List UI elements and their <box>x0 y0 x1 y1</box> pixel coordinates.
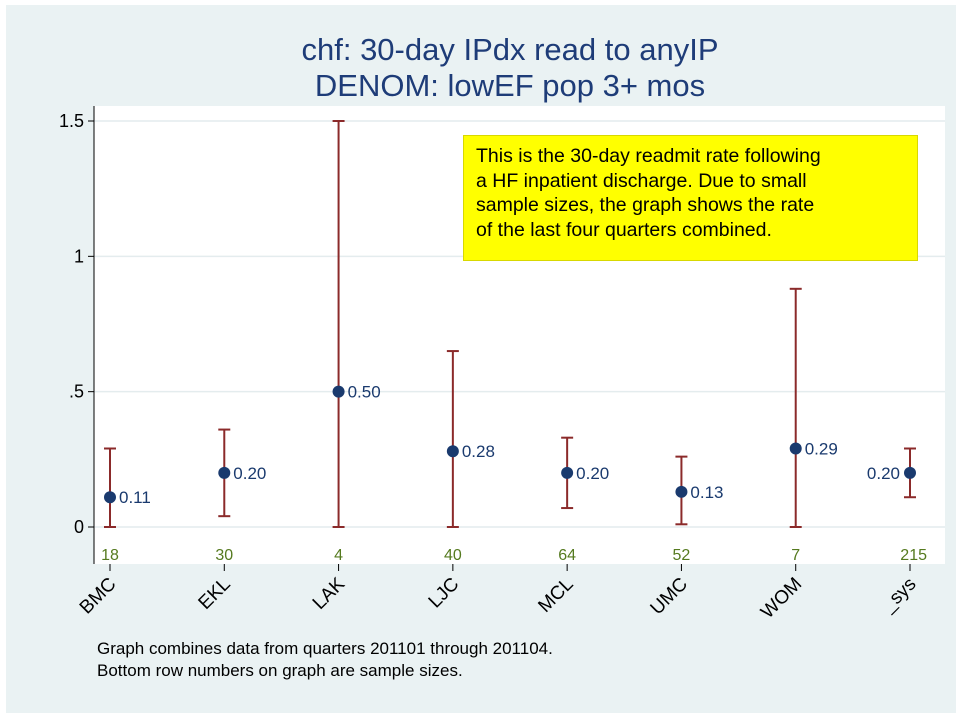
sample-size-label: 52 <box>673 547 691 564</box>
data-point <box>561 466 574 479</box>
data-label: 0.20 <box>233 464 266 483</box>
chart-frame: chf: 30-day IPdx read to anyIP DENOM: lo… <box>6 5 956 713</box>
sample-size-label: 215 <box>900 547 927 564</box>
annotation-line-2: a HF inpatient discharge. Due to small <box>476 169 807 192</box>
data-label: 0.13 <box>690 483 723 502</box>
data-label: 0.20 <box>576 464 609 483</box>
data-point <box>904 466 916 479</box>
x-tick-label: _sys <box>877 574 920 617</box>
sample-size-label: 4 <box>334 547 343 564</box>
x-tick-label: WOM <box>757 574 806 623</box>
annotation-box: This is the 30-day readmit rate followin… <box>463 135 918 261</box>
y-tick-label: 0 <box>74 517 84 537</box>
y-tick-label: 1 <box>74 246 84 266</box>
footnote-line-2: Bottom row numbers on graph are sample s… <box>97 661 463 680</box>
x-tick-label: LJC <box>425 574 464 613</box>
annotation-line-4: of the last four quarters combined. <box>476 218 772 241</box>
footnote-line-1: Graph combines data from quarters 201101… <box>97 639 553 658</box>
data-label: 0.20 <box>867 464 900 483</box>
sample-size-label: 40 <box>444 547 462 564</box>
annotation-line-3: sample sizes, the graph shows the rate <box>476 194 815 216</box>
x-tick-label: LAK <box>309 573 349 613</box>
chart-svg: chf: 30-day IPdx read to anyIP DENOM: lo… <box>59 32 945 680</box>
chart-title-line-1: chf: 30-day IPdx read to anyIP <box>301 32 718 67</box>
sample-size-label: 64 <box>558 547 576 564</box>
data-point <box>789 442 802 455</box>
annotation-line-1: This is the 30-day readmit rate followin… <box>476 145 821 167</box>
sample-size-label: 7 <box>791 547 800 564</box>
data-label: 0.50 <box>348 383 381 402</box>
x-tick-label: BMC <box>76 574 121 619</box>
x-tick-label: MCL <box>534 574 577 617</box>
y-tick-label: 1.5 <box>59 111 84 131</box>
data-point <box>446 445 459 458</box>
data-point <box>104 491 116 504</box>
data-point <box>332 385 345 398</box>
data-point <box>675 485 688 498</box>
y-tick-label: .5 <box>69 382 84 402</box>
sample-size-label: 18 <box>101 547 119 564</box>
sample-size-label: 30 <box>215 547 233 564</box>
marks-layer: 0.11 18 0.20 30 0.50 4 0.28 40 0.20 64 0.13 52 0.29 7… <box>101 120 927 564</box>
data-label: 0.11 <box>119 488 151 507</box>
data-label: 0.28 <box>462 442 495 461</box>
chart-title-line-2: DENOM: lowEF pop 3+ mos <box>315 68 705 103</box>
x-tick-label: UMC <box>647 574 692 619</box>
data-label: 0.29 <box>805 440 838 459</box>
x-tick-label: EKL <box>195 574 235 614</box>
data-point <box>218 466 231 479</box>
